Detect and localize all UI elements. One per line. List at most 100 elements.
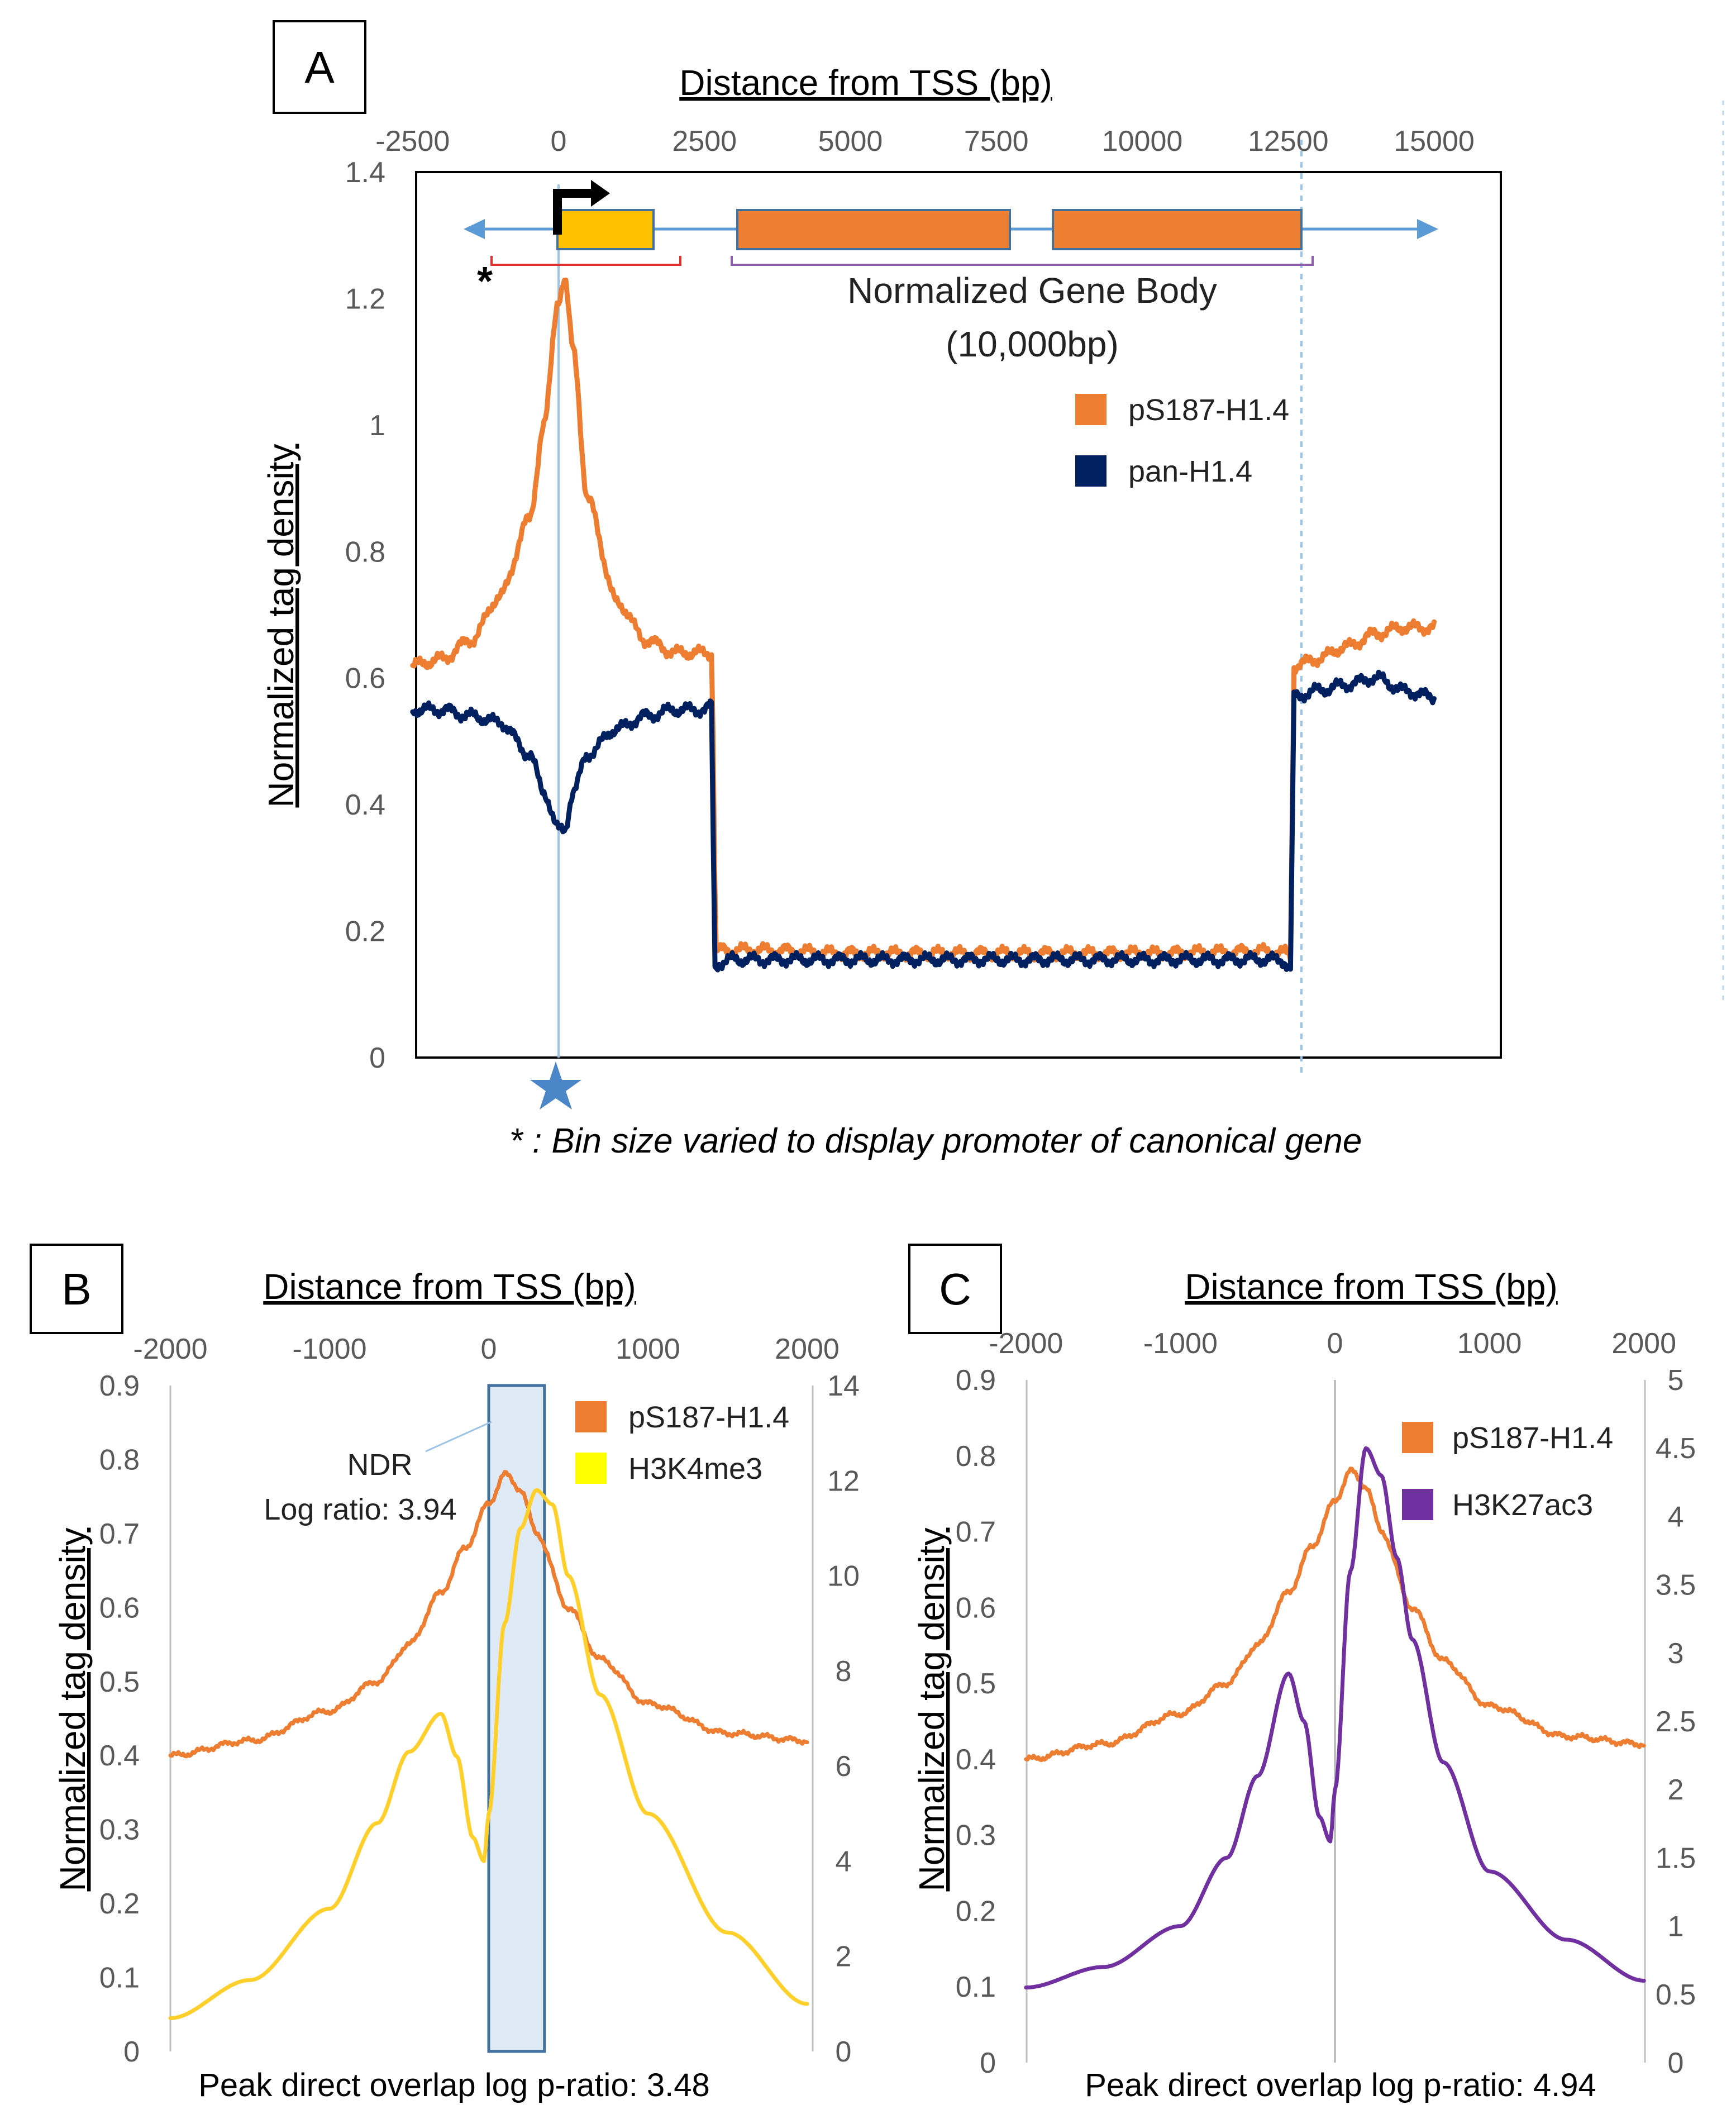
y-tick-label: 0.3 (956, 1820, 996, 1852)
panel-b-footer: Peak direct overlap log p-ratio: 3.48 (198, 2067, 710, 2103)
y-tick-label: 0.7 (956, 1516, 996, 1549)
ndr-label: NDR (347, 1448, 413, 1482)
y-tick-label: 0.4 (345, 789, 385, 821)
panel-b-legend-swatch-ps187 (575, 1401, 607, 1432)
x-tick-label: 10000 (1102, 125, 1183, 158)
panel-c-legend-label-ps187: pS187-H1.4 (1452, 1421, 1613, 1455)
gene-body-label: Normalized Gene Body (847, 270, 1217, 311)
panel-b-legend-swatch-h3k4me3 (575, 1453, 607, 1484)
panel-b-legend-label-ps187: pS187-H1.4 (628, 1401, 789, 1434)
y-tick-label: 0.1 (99, 1962, 140, 1994)
y-tick-label: 0.1 (956, 1971, 996, 2003)
y2-tick-label: 5 (1668, 1364, 1684, 1397)
legend-label-ps187: pS187-H1.4 (1128, 393, 1289, 427)
x-tick-label: -1000 (293, 1333, 367, 1365)
y-tick-label: 0.8 (956, 1440, 996, 1473)
gene-axis-left-arrow-icon (464, 219, 485, 239)
y2-tick-label: 0.5 (1656, 1979, 1696, 2011)
panel-c-y-label: Normalized tag density (912, 1528, 952, 1892)
panel-c-letter-box (908, 1244, 1002, 1334)
series-line-ps187-h1-4 (168, 1470, 809, 1759)
y-tick-label: 0.2 (956, 1895, 996, 1927)
gene-axis-right-arrow-icon (1417, 219, 1438, 239)
y2-tick-label: 2 (836, 1941, 852, 1973)
panel-c-letter: C (939, 1264, 971, 1314)
panel-c-x-ticks: -2000 -1000 0 1000 2000 (989, 1327, 1676, 1360)
x-tick-label: 2000 (1611, 1327, 1676, 1360)
panel-a-plot-frame (415, 171, 1502, 1059)
x-tick-label: 12500 (1248, 125, 1329, 158)
y-tick-label: 1 (369, 410, 385, 442)
panel-a: A Distance from TSS (bp) -2500 0 2500 5000 7… (261, 20, 1724, 1160)
panel-a-letter-box (273, 20, 366, 114)
y-tick-label: 1.2 (345, 283, 385, 315)
panel-a-letter: A (304, 42, 335, 92)
y-tick-label: 0.5 (99, 1666, 140, 1698)
panel-c-series (1024, 1446, 1646, 1990)
x-tick-label: -1000 (1143, 1327, 1218, 1360)
y2-tick-label: 4 (836, 1845, 852, 1878)
x-tick-label: 0 (1327, 1327, 1343, 1360)
tss-star-icon (530, 1061, 581, 1110)
panel-b-y-ticks: 0 0.1 0.2 0.3 0.4 0.5 0.6 0.7 0.8 0.9 (99, 1370, 140, 2068)
y2-tick-label: 2.5 (1656, 1706, 1696, 1738)
x-tick-label: -2000 (989, 1327, 1063, 1360)
panel-b-series (168, 1470, 809, 2020)
y-tick-label: 0.6 (99, 1592, 140, 1624)
gene-body-box-2 (1052, 209, 1303, 250)
y2-tick-label: 12 (827, 1465, 860, 1497)
panel-a-x-title: Distance from TSS (bp) (679, 63, 1052, 103)
y2-tick-label: 6 (836, 1750, 852, 1783)
panel-a-footnote: * : Bin size varied to display promoter … (509, 1122, 1362, 1160)
y-tick-label: 0.5 (956, 1668, 996, 1700)
y2-tick-label: 1.5 (1656, 1842, 1696, 1874)
panel-b-x-ticks: -2000 -1000 0 1000 2000 (133, 1333, 840, 1365)
y-tick-label: 0.9 (99, 1370, 140, 1402)
series-line-ps187-h1-4 (1024, 1467, 1646, 1763)
x-tick-label: 1000 (1457, 1327, 1522, 1360)
ndr-log-ratio: Log ratio: 3.94 (264, 1493, 456, 1526)
panel-c-x-title: Distance from TSS (bp) (1185, 1267, 1557, 1307)
y-tick-label: 0.3 (99, 1814, 140, 1846)
panel-b: B Distance from TSS (bp) -2000 -1000 0 1000… (30, 1244, 860, 2103)
panel-a-asterisk: * (477, 259, 493, 304)
y-tick-label: 0.2 (345, 916, 385, 948)
legend-label-pan: pan-H1.4 (1128, 455, 1252, 488)
y-tick-label: 0 (369, 1042, 385, 1074)
promoter-bracket (490, 256, 681, 266)
series-line-ps187-h1-4 (410, 277, 1437, 964)
legend-swatch-pan (1075, 455, 1107, 487)
promoter-box (556, 209, 655, 250)
panel-b-letter-box (30, 1244, 123, 1334)
panel-c-footer: Peak direct overlap log p-ratio: 4.94 (1085, 2067, 1596, 2103)
x-tick-label: 0 (551, 125, 567, 158)
y-tick-label: 0.4 (99, 1740, 140, 1772)
y-tick-label: 0.8 (345, 536, 385, 568)
y2-tick-label: 14 (827, 1370, 860, 1402)
panel-b-y-label: Normalized tag density (53, 1528, 93, 1892)
panel-a-y-ticks: 0 0.2 0.4 0.6 0.8 1 1.2 1.4 (345, 156, 385, 1074)
tss-arrow-icon (553, 189, 592, 235)
panel-b-letter: B (61, 1264, 91, 1314)
panel-a-series (410, 277, 1437, 973)
panel-c-y-ticks: 0 0.1 0.2 0.3 0.4 0.5 0.6 0.7 0.8 0.9 (956, 1364, 996, 2079)
y-tick-label: 0.7 (99, 1518, 140, 1550)
y-tick-label: 0.8 (99, 1444, 140, 1476)
panel-b-y2-ticks: 0 2 4 6 8 10 12 14 (827, 1370, 860, 2068)
panel-c-legend-swatch-h3k27ac3 (1402, 1489, 1433, 1520)
x-tick-label: 7500 (964, 125, 1029, 158)
y2-tick-label: 10 (827, 1560, 860, 1593)
panel-c-legend-swatch-ps187 (1402, 1422, 1433, 1453)
y-tick-label: 0.9 (956, 1364, 996, 1397)
y2-tick-label: 2 (1668, 1774, 1684, 1806)
gene-body-box-1 (736, 209, 1011, 250)
panel-b-x-title: Distance from TSS (bp) (263, 1267, 636, 1307)
gene-body-bracket (731, 256, 1314, 266)
panel-a-x-ticks: -2500 0 2500 5000 7500 10000 12500 15000 (375, 125, 1475, 158)
y2-tick-label: 0 (836, 2036, 852, 2068)
x-tick-label: 2500 (672, 125, 737, 158)
panel-b-legend-label-h3k4me3: H3K4me3 (628, 1452, 762, 1485)
x-tick-label: 1000 (616, 1333, 680, 1365)
y-tick-label: 0.6 (956, 1592, 996, 1624)
